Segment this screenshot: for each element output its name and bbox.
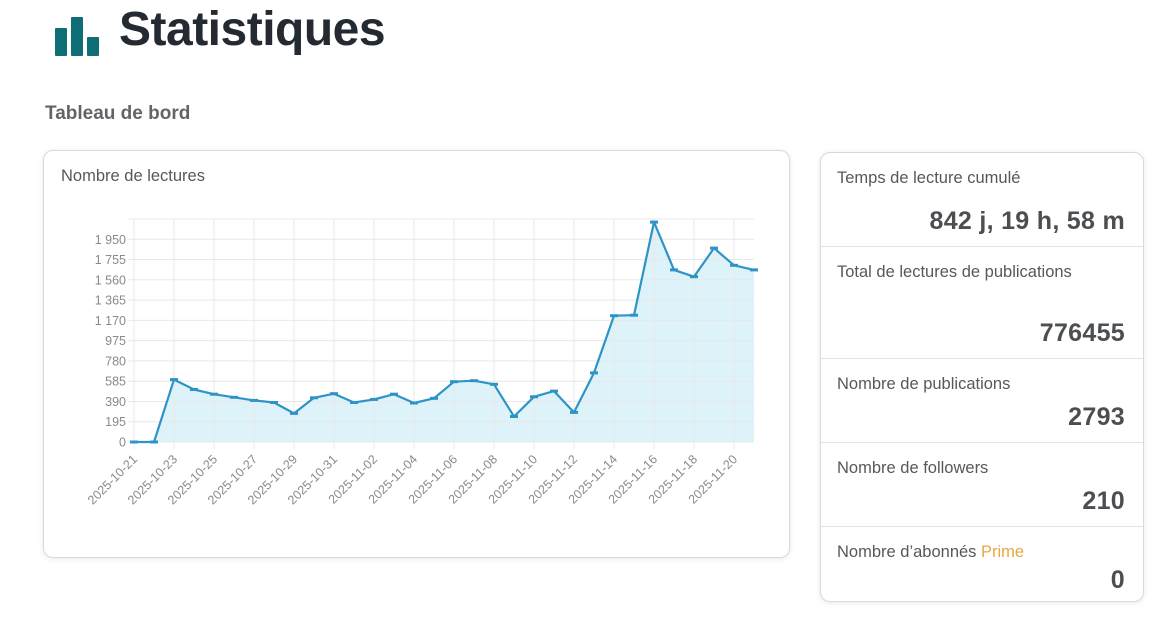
readings-chart-card: Nombre de lectures 0 195 390 585 780 975 1 170… [43,150,790,558]
svg-text:195: 195 [105,415,126,429]
bar-chart-icon-bar [55,28,67,56]
stats-panel: Temps de lecture cumulé 842 j, 19 h, 58 m… [820,152,1144,602]
svg-text:780: 780 [105,354,126,368]
svg-text:1 560: 1 560 [95,273,126,287]
dashboard-subtitle: Tableau de bord [45,103,191,124]
stat-label: Temps de lecture cumulé [837,169,1021,187]
page-title: Statistiques [119,3,386,56]
stat-label: Nombre de publications [837,375,1011,393]
stat-row: Total de lectures de publications 776455 [821,247,1143,359]
stat-label: Nombre d’abonnés Prime [837,543,1025,561]
stat-value: 776455 [1039,319,1125,347]
stat-row: Temps de lecture cumulé 842 j, 19 h, 58 m [821,153,1143,247]
stat-label: Total de lectures de publications [837,263,1072,281]
svg-text:1 755: 1 755 [95,253,126,267]
stat-value: 210 [1082,487,1125,515]
stat-row: Nombre d’abonnés Prime 0 [821,527,1143,601]
chart-x-labels: 2025-10-212025-10-232025-10-252025-10-27… [85,452,740,507]
lectures-area-chart: 0 195 390 585 780 975 1 170 1 365 1 560 1 755 1 95… [85,218,758,507]
svg-text:0: 0 [119,436,126,450]
chart-gridlines [128,218,754,449]
svg-text:975: 975 [105,334,126,348]
stat-value: 2793 [1068,403,1125,431]
stat-value: 0 [1110,565,1125,594]
stat-label: Nombre de followers [837,459,989,477]
bar-chart-icon-bar [87,37,99,56]
svg-text:1 365: 1 365 [95,294,126,308]
prime-accent-label: Prime [981,543,1025,561]
bar-chart-icon [55,4,99,56]
stat-row: Nombre de followers 210 [821,443,1143,527]
svg-text:585: 585 [105,375,126,389]
svg-text:1 950: 1 950 [95,233,126,247]
stat-value: 842 j, 19 h, 58 m [929,207,1125,235]
chart-title: Nombre de lectures [61,167,205,185]
page-header: Statistiques [55,3,386,57]
chart-line [130,220,758,444]
stat-row: Nombre de publications 2793 [821,359,1143,443]
svg-text:390: 390 [105,395,126,409]
chart-area [134,222,754,442]
bar-chart-icon-bar [71,17,83,56]
svg-text:1 170: 1 170 [95,314,126,328]
chart-y-labels: 0 195 390 585 780 975 1 170 1 365 1 560 1 755 1 95… [95,233,126,450]
